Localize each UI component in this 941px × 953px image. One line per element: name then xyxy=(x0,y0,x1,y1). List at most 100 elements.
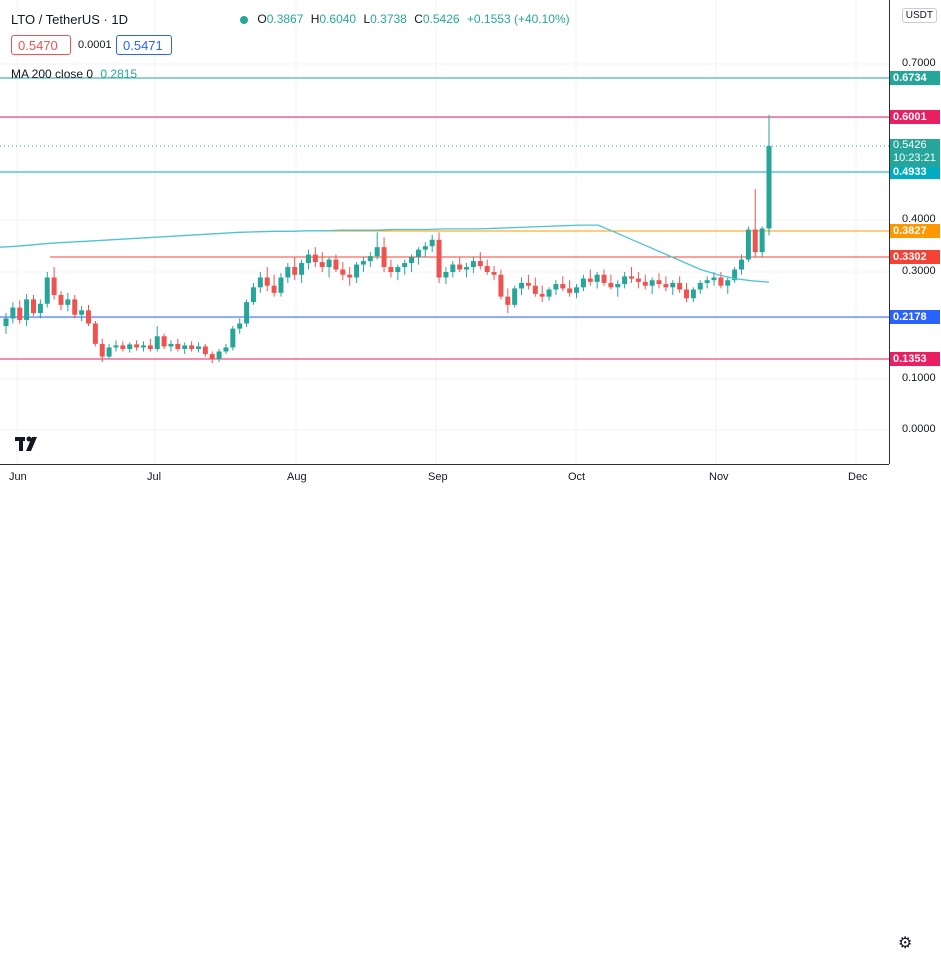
candle-body xyxy=(278,277,284,293)
level-price-tag: 0.3302 xyxy=(890,250,940,264)
candle-body xyxy=(477,261,483,267)
candle-body xyxy=(429,239,435,247)
candle-body xyxy=(622,276,628,285)
candle-body xyxy=(415,249,421,258)
candle-body xyxy=(99,343,105,357)
candlestick-chart[interactable] xyxy=(0,0,889,464)
candle-body xyxy=(106,347,112,357)
candle-body xyxy=(464,267,470,270)
candle-body xyxy=(677,282,683,290)
price-tick-label: 0.1000 xyxy=(902,372,936,384)
candle-body xyxy=(684,289,690,299)
ohlc-readout: O0.3867 H0.6040 L0.3738 C0.5426 +0.1553 … xyxy=(240,12,574,26)
candle-body xyxy=(725,280,731,286)
candle-body xyxy=(195,346,201,349)
candle-body xyxy=(10,307,16,319)
candle-body xyxy=(759,228,765,253)
candle-body xyxy=(532,285,538,294)
price-axis[interactable]: USDT 0.7000 0.4000 0.3000 0.1000 0.0000 0.67… xyxy=(889,0,941,464)
candle-body xyxy=(113,345,119,348)
candle-body xyxy=(202,346,208,355)
candle-body xyxy=(388,267,394,272)
time-tick-label: Nov xyxy=(709,471,729,483)
open-value: 0.3867 xyxy=(266,12,304,26)
candle-body xyxy=(3,318,9,327)
currency-label: USDT xyxy=(905,10,933,21)
candle-body xyxy=(649,280,655,286)
ma200-line xyxy=(0,224,770,283)
candle-body xyxy=(739,259,745,270)
candle-body xyxy=(491,272,497,275)
symbol-label: LTO / TetherUS · 1D xyxy=(11,12,129,27)
candle-body xyxy=(766,146,772,229)
candle-body xyxy=(635,278,641,282)
candle-body xyxy=(312,254,318,263)
last-price-tag: 0.5426 10:23:21 xyxy=(890,139,940,167)
candle-body xyxy=(305,254,311,264)
settings-gear-icon[interactable]: ⚙ xyxy=(898,935,913,952)
candle-body xyxy=(539,293,545,297)
candle-body xyxy=(690,289,696,299)
candle-body xyxy=(608,282,614,288)
candle-body xyxy=(402,263,408,268)
candle-body xyxy=(629,276,635,279)
candle-body xyxy=(244,302,250,324)
candle-body xyxy=(285,267,291,278)
time-tick-label: Oct xyxy=(568,471,586,483)
level-price-tag: 0.6734 xyxy=(890,71,940,85)
price-tick-label: 0.0000 xyxy=(902,423,936,435)
candle-body xyxy=(92,323,98,344)
candle-body xyxy=(189,345,195,349)
spread-value: 0.0001 xyxy=(78,35,114,55)
candle-body xyxy=(134,344,140,348)
time-tick-label: Dec xyxy=(848,471,868,483)
candle-body xyxy=(580,278,586,288)
level-price-tag: 0.6001 xyxy=(890,110,940,124)
candle-body xyxy=(326,259,332,268)
candle-body xyxy=(553,284,559,290)
candle-body xyxy=(37,303,43,314)
ma-indicator-legend[interactable]: MA 200 close 0 0.2815 xyxy=(11,67,137,81)
tradingview-logo-icon xyxy=(15,436,37,451)
candle-body xyxy=(175,343,181,349)
buy-button[interactable]: 0.5471 xyxy=(116,35,172,55)
close-value: 0.5426 xyxy=(422,12,460,26)
high-value: 0.6040 xyxy=(319,12,357,26)
currency-badge[interactable]: USDT xyxy=(901,8,937,23)
candle-body xyxy=(347,274,353,278)
candle-body xyxy=(264,277,270,286)
candle-body xyxy=(574,287,580,293)
candle-body xyxy=(51,277,57,295)
candle-body xyxy=(120,345,126,349)
candle-body xyxy=(340,269,346,275)
candle-body xyxy=(168,343,174,347)
time-tick-label: Sep xyxy=(428,471,448,483)
time-axis[interactable]: Jun Jul Aug Sep Oct Nov Dec ⚙ xyxy=(0,464,912,952)
candle-body xyxy=(30,299,36,314)
candle-body xyxy=(360,261,366,265)
candle-body xyxy=(140,345,146,348)
candle-body xyxy=(560,284,566,289)
candle-body xyxy=(498,274,504,297)
sell-button[interactable]: 0.5470 xyxy=(11,35,71,55)
high-label: H xyxy=(310,12,320,26)
level-price-tag: 0.2178 xyxy=(890,310,940,324)
candle-body xyxy=(546,289,552,297)
spread-text: 0.0001 xyxy=(78,39,112,51)
candle-body xyxy=(409,257,415,264)
candle-body xyxy=(85,310,91,324)
candle-body xyxy=(601,274,607,283)
candle-body xyxy=(525,282,531,286)
candle-body xyxy=(457,264,463,270)
candle-body xyxy=(642,281,648,286)
candle-body xyxy=(299,263,305,275)
candle-body xyxy=(512,288,518,305)
candle-body xyxy=(79,310,85,315)
buy-price: 0.5471 xyxy=(123,38,163,53)
chart-plot-area[interactable]: LTO / TetherUS · 1D O0.3867 H0.6040 L0.3… xyxy=(0,0,889,464)
candle-body xyxy=(505,296,511,305)
sell-price: 0.5470 xyxy=(18,38,58,53)
status-dot-icon xyxy=(240,15,248,24)
candle-body xyxy=(147,345,153,349)
candle-body xyxy=(697,282,703,290)
